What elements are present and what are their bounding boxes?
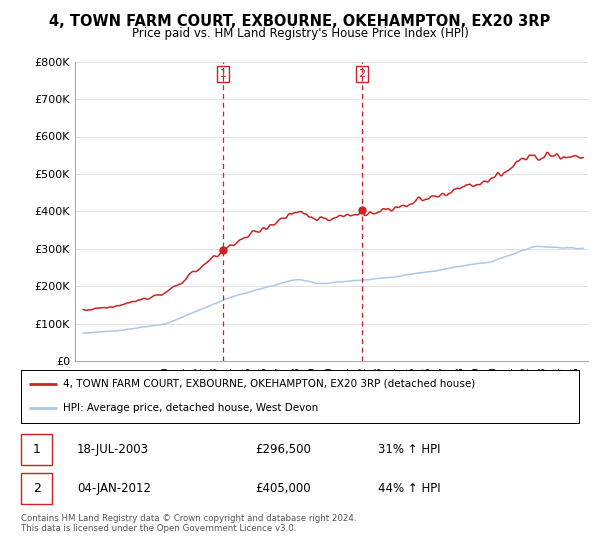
Text: £296,500: £296,500 — [256, 443, 311, 456]
Text: 04-JAN-2012: 04-JAN-2012 — [77, 482, 151, 495]
Text: Contains HM Land Registry data © Crown copyright and database right 2024.
This d: Contains HM Land Registry data © Crown c… — [21, 514, 356, 534]
Text: 44% ↑ HPI: 44% ↑ HPI — [378, 482, 441, 495]
Text: 1: 1 — [220, 69, 227, 79]
Text: 2: 2 — [358, 69, 365, 79]
Text: 4, TOWN FARM COURT, EXBOURNE, OKEHAMPTON, EX20 3RP: 4, TOWN FARM COURT, EXBOURNE, OKEHAMPTON… — [49, 14, 551, 29]
Text: £405,000: £405,000 — [256, 482, 311, 495]
FancyBboxPatch shape — [21, 434, 52, 465]
FancyBboxPatch shape — [21, 473, 52, 504]
Text: 1: 1 — [32, 443, 41, 456]
Text: 31% ↑ HPI: 31% ↑ HPI — [378, 443, 440, 456]
Text: 18-JUL-2003: 18-JUL-2003 — [77, 443, 149, 456]
Text: 2: 2 — [32, 482, 41, 495]
Text: 4, TOWN FARM COURT, EXBOURNE, OKEHAMPTON, EX20 3RP (detached house): 4, TOWN FARM COURT, EXBOURNE, OKEHAMPTON… — [63, 379, 475, 389]
Text: Price paid vs. HM Land Registry's House Price Index (HPI): Price paid vs. HM Land Registry's House … — [131, 27, 469, 40]
Text: HPI: Average price, detached house, West Devon: HPI: Average price, detached house, West… — [63, 403, 318, 413]
